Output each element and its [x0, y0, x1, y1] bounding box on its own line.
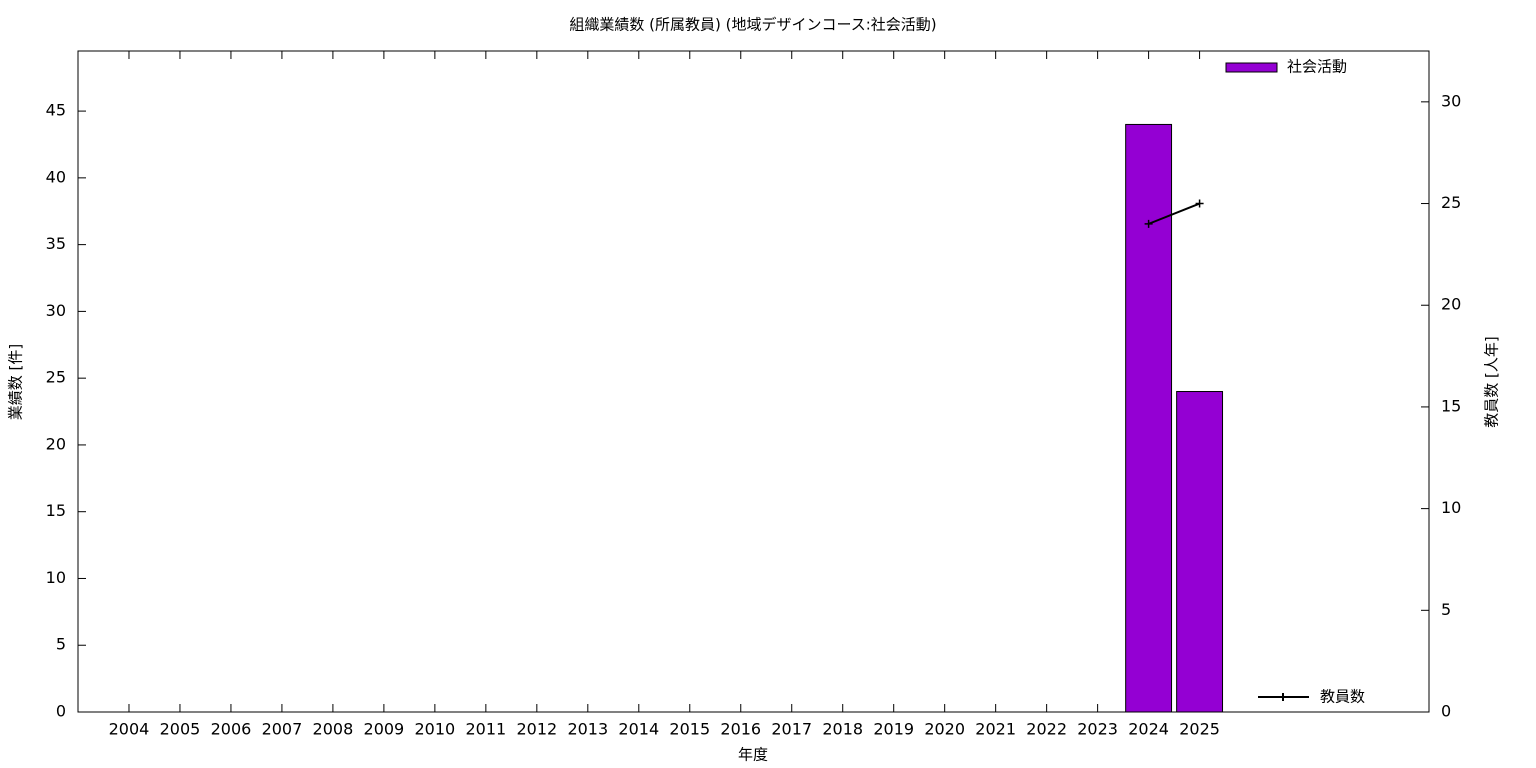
x-tick-label: 2016	[720, 720, 761, 739]
legend-swatch	[1258, 693, 1309, 701]
x-tick-label: 2021	[975, 720, 1016, 739]
y2-tick-label: 5	[1441, 600, 1451, 619]
y2-tick-label: 30	[1441, 91, 1461, 110]
x-tick-label: 2022	[1026, 720, 1067, 739]
y-tick-label: 10	[46, 568, 66, 587]
y-tick-label: 35	[46, 234, 66, 253]
y-tick-label: 25	[46, 368, 66, 387]
y-tick-label: 15	[46, 501, 66, 520]
x-tick-label: 2014	[618, 720, 659, 739]
point	[1195, 199, 1204, 208]
y-tick-label: 0	[56, 702, 66, 721]
y2-tick-label: 0	[1441, 702, 1451, 721]
plot-border	[77, 50, 1430, 713]
x-tick-label: 2005	[160, 720, 201, 739]
x-tick-label: 2018	[822, 720, 863, 739]
point	[1144, 219, 1153, 228]
x-tick-label: 2025	[1179, 720, 1220, 739]
x-tick-label: 2006	[211, 720, 252, 739]
x-tick-label: 2008	[313, 720, 354, 739]
y-tick-label: 45	[46, 101, 66, 120]
x-tick-label: 2009	[364, 720, 405, 739]
bar	[1125, 123, 1173, 713]
y2-axis-label: 教員数 [人年]	[1483, 336, 1501, 427]
x-tick-label: 2012	[516, 720, 557, 739]
line	[1148, 202, 1200, 225]
x-tick-label: 2015	[669, 720, 710, 739]
y2-tick-label: 25	[1441, 193, 1461, 212]
y-tick-label: 5	[56, 635, 66, 654]
x-tick-label: 2020	[924, 720, 965, 739]
legend-label: 教員数	[1320, 688, 1365, 706]
x-tick-label: 2007	[262, 720, 303, 739]
x-tick-label: 2013	[567, 720, 608, 739]
bar	[1176, 391, 1224, 713]
y2-tick-label: 10	[1441, 498, 1461, 517]
y-tick-label: 40	[46, 167, 66, 186]
x-tick-label: 2023	[1077, 720, 1118, 739]
x-tick-label: 2010	[415, 720, 456, 739]
x-tick-label: 2017	[771, 720, 812, 739]
x-axis-label: 年度	[738, 746, 768, 764]
y2-tick-label: 15	[1441, 396, 1461, 415]
y-tick-label: 20	[46, 434, 66, 453]
x-tick-label: 2024	[1128, 720, 1169, 739]
x-tick-label: 2004	[109, 720, 150, 739]
x-tick-label: 2019	[873, 720, 914, 739]
legend-swatch	[1225, 62, 1278, 73]
y-tick-label: 30	[46, 301, 66, 320]
legend-label: 社会活動	[1287, 58, 1347, 76]
x-tick-label: 2011	[465, 720, 506, 739]
y2-tick-label: 20	[1441, 295, 1461, 314]
y-axis-label: 業績数 [件]	[7, 344, 25, 420]
chart-title: 組織業績数 (所属教員) (地域デザインコース:社会活動)	[569, 16, 936, 34]
